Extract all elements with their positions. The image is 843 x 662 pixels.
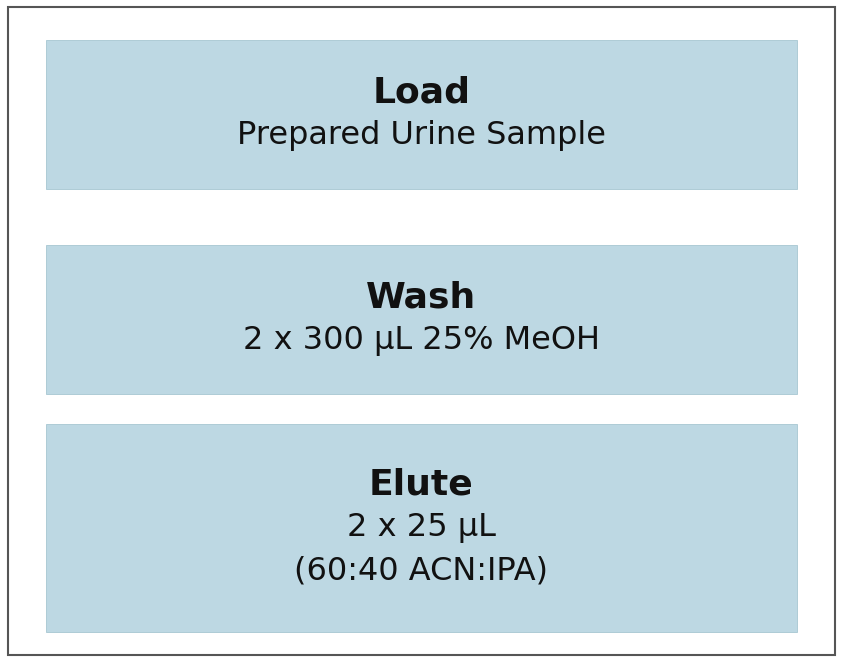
- Bar: [46, 245, 797, 394]
- Text: Prepared Urine Sample: Prepared Urine Sample: [237, 120, 606, 151]
- Bar: [46, 424, 797, 632]
- Bar: [46, 40, 797, 189]
- Text: 2 x 300 μL 25% MeOH: 2 x 300 μL 25% MeOH: [243, 326, 600, 356]
- Text: (60:40 ACN:IPA): (60:40 ACN:IPA): [294, 555, 549, 587]
- Text: 2 x 25 μL: 2 x 25 μL: [347, 512, 496, 544]
- Text: Load: Load: [373, 75, 470, 110]
- Text: Elute: Elute: [369, 468, 474, 502]
- Text: Wash: Wash: [367, 281, 476, 315]
